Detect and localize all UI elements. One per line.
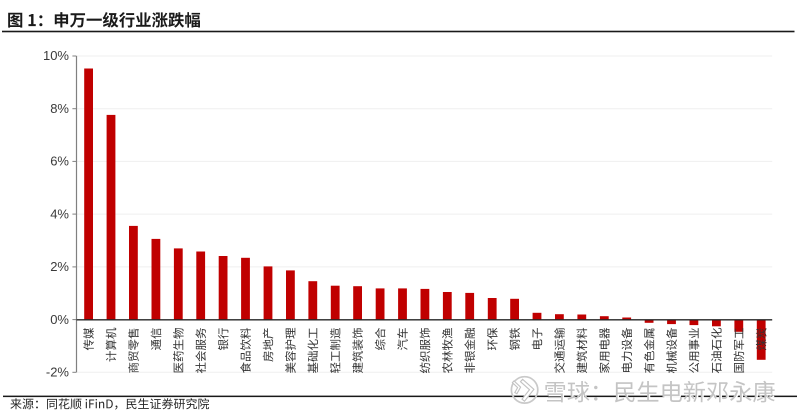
svg-text:0%: 0% [50, 312, 69, 327]
svg-text:8%: 8% [50, 101, 69, 116]
svg-text:6%: 6% [50, 154, 69, 169]
svg-text:-2%: -2% [46, 365, 70, 380]
svg-text:2%: 2% [50, 259, 69, 274]
svg-text:4%: 4% [50, 206, 69, 221]
svg-text:10%: 10% [43, 48, 69, 63]
